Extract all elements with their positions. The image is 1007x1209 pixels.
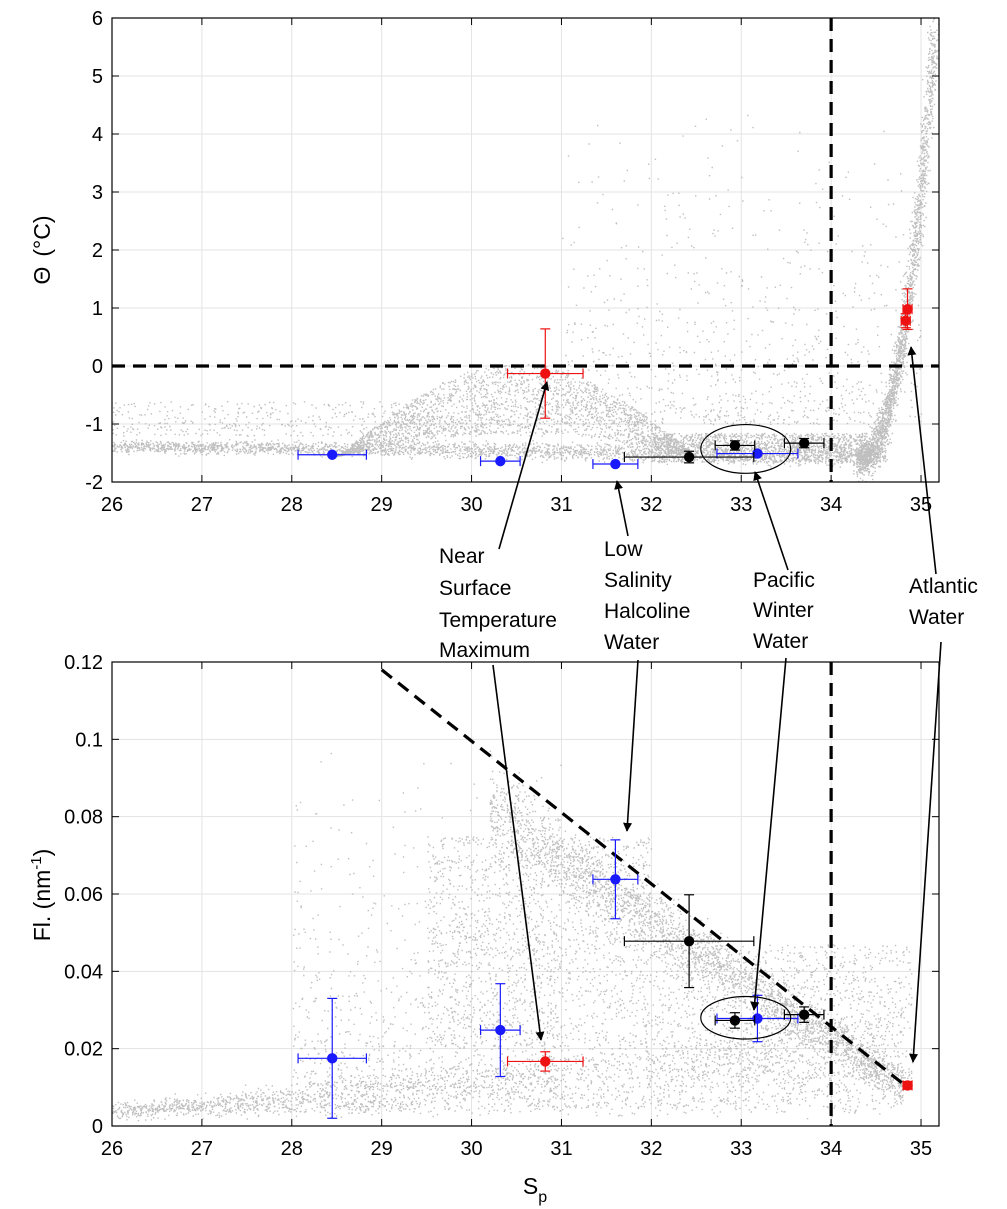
annotation-pacific-winter-water: Pacific Winter Water [753,569,821,653]
data-cloud-points [112,750,914,1122]
x-tick-label: 30 [460,494,482,516]
data-point [327,1053,338,1064]
data-point [729,440,741,451]
data-point [752,448,763,459]
arrow-pww-to-top [753,471,789,571]
y-tick-label: -2 [85,472,103,494]
x-tick-label: 32 [640,494,662,516]
annotation-layer: Near Surface Temperature Maximum Low Sal… [439,346,984,1063]
x-tick-label: 28 [281,494,303,516]
bottom-y-label-sup: -1 [28,856,45,869]
data-point [900,315,911,326]
y-tick-label: 3 [92,182,103,204]
bottom-y-label-main: Fl. (nm [29,870,55,942]
data-point [729,1015,741,1026]
bottom-y-axis-label: Fl. (nm-1) [28,849,55,942]
x-tick-label: 27 [191,1138,213,1160]
x-tick-label: 26 [101,1138,123,1160]
data-point [327,449,338,460]
y-tick-label: 0.06 [64,884,103,906]
data-point [540,1056,551,1067]
bottom-y-label-end: ) [29,849,55,857]
data-point [610,874,621,885]
data-point [683,451,695,463]
data-point [798,437,810,449]
arrow-nstm-to-bottom [492,664,545,1041]
annotation-atlantic-water: Atlantic Water [909,575,984,629]
y-tick-label: 0 [92,356,103,378]
arrow-aw-to-bottom [909,641,942,1063]
annotation-low-salinity-halcoline-water: Low Salinity Halcoline Water [604,538,696,654]
x-tick-label: 34 [820,494,842,516]
bottom-data-cloud [112,750,914,1122]
data-point [683,935,695,947]
y-tick-label: 0.1 [75,729,103,751]
arrow-nstm-to-top [498,381,550,550]
arrow-aw-to-top [907,346,937,575]
y-tick-label: 6 [92,8,103,30]
x-tick-label: 26 [101,494,123,516]
x-tick-label: 33 [730,494,752,516]
bottom-reference-lines [380,662,909,1126]
bottom-grid [111,661,939,1127]
top-grid [111,17,939,483]
data-point [902,303,913,315]
data-point [752,1013,763,1024]
y-tick-label: 0.04 [64,961,103,983]
bottom-tick-labels: 26 27 28 29 30 31 32 33 34 35 0 0.02 0.04 0.06 0.08 0.1… [64,652,939,1160]
x-tick-label: 30 [460,1138,482,1160]
x-tick-label: 31 [550,1138,572,1160]
y-tick-label: 0.08 [64,807,103,829]
x-tick-label: 28 [281,1138,303,1160]
y-tick-label: 0 [92,1116,103,1138]
y-tick-label: 0.12 [64,652,103,674]
annotation-near-surface-temperature-maximum: Near Surface Temperature Maximum [439,545,563,662]
top-reference-lines [112,18,939,482]
pacific-winter-water-ellipse [700,995,792,1040]
x-tick-label: 27 [191,494,213,516]
reference-line-diagonal [380,668,909,1089]
y-tick-label: -1 [85,414,103,436]
bottom-x-label-main: S [523,1173,538,1199]
data-point [495,455,506,467]
x-tick-label: 31 [550,494,572,516]
y-tick-label: 5 [92,66,103,88]
x-tick-label: 33 [730,1138,752,1160]
x-tick-label: 35 [910,494,932,516]
annotation-arrows [492,346,942,1063]
top-y-label-unit: (°C) [29,215,55,256]
bottom-x-label-sub: p [538,1189,547,1206]
x-tick-label: 29 [371,494,393,516]
top-y-label-symbol: Θ [29,267,55,285]
bottom-panel: 26 27 28 29 30 31 32 33 34 35 0 0.02 0.04 0.06 0.08 0.1… [28,652,940,1206]
y-tick-label: 0.02 [64,1039,103,1061]
x-tick-label: 32 [640,1138,662,1160]
bottom-x-axis-label: Sp [523,1173,547,1206]
x-tick-label: 29 [371,1138,393,1160]
arrow-lshw-to-top [614,480,629,537]
pacific-winter-water-ellipse [700,423,792,474]
data-point [495,1024,506,1036]
data-point [902,1080,913,1091]
top-y-axis-label: Θ (°C) [29,215,55,284]
arrow-lshw-to-bottom [623,659,639,832]
data-point [610,458,621,470]
y-tick-label: 4 [92,124,103,146]
y-tick-label: 1 [92,298,103,320]
data-point [798,1009,810,1020]
top-data-markers [297,288,913,474]
bottom-data-markers [297,839,913,1119]
data-point [540,368,551,379]
y-tick-label: 2 [92,240,103,262]
arrow-pww-to-bottom [750,657,787,1011]
x-tick-label: 34 [820,1138,842,1160]
x-tick-label: 35 [910,1138,932,1160]
